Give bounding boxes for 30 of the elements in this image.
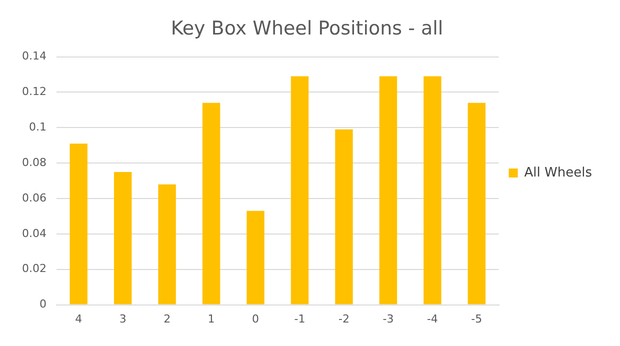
bar	[202, 102, 220, 304]
bar	[158, 184, 176, 304]
y-tick-label: 0.04	[22, 226, 46, 240]
bar	[424, 76, 442, 304]
bar	[70, 144, 88, 304]
x-tick-label: -1	[294, 312, 306, 326]
x-tick-label: -5	[471, 312, 482, 326]
y-tick-label: 0.02	[22, 262, 46, 276]
y-tick-label: 0.1	[28, 120, 46, 134]
bar	[290, 76, 309, 304]
y-tick-label: 0.08	[22, 156, 46, 169]
bar	[246, 210, 264, 304]
x-tick-label: -3	[382, 312, 394, 326]
y-tick-label: 0.14	[22, 50, 46, 63]
x-tick-label: 2	[164, 312, 171, 326]
bar	[379, 76, 398, 304]
bar	[114, 172, 132, 304]
x-tick-label: 0	[252, 312, 260, 326]
y-tick-label: 0.06	[22, 191, 46, 204]
bar	[468, 102, 486, 304]
chart-title: Key Box Wheel Positions - all	[170, 17, 444, 40]
bar	[335, 129, 353, 304]
x-tick-label: -2	[338, 312, 350, 326]
x-tick-label: 3	[119, 312, 126, 326]
legend-label: All Wheels	[524, 165, 592, 180]
y-tick-label: 0	[39, 298, 46, 311]
y-tick-label: 0.12	[22, 85, 46, 98]
x-tick-label: -4	[426, 312, 438, 326]
x-tick-label: 4	[75, 312, 82, 326]
x-tick-label: 1	[208, 312, 215, 326]
